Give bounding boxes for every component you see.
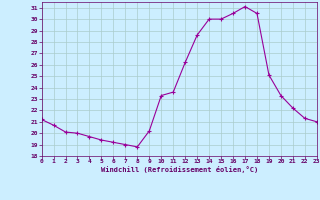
X-axis label: Windchill (Refroidissement éolien,°C): Windchill (Refroidissement éolien,°C) <box>100 166 258 173</box>
